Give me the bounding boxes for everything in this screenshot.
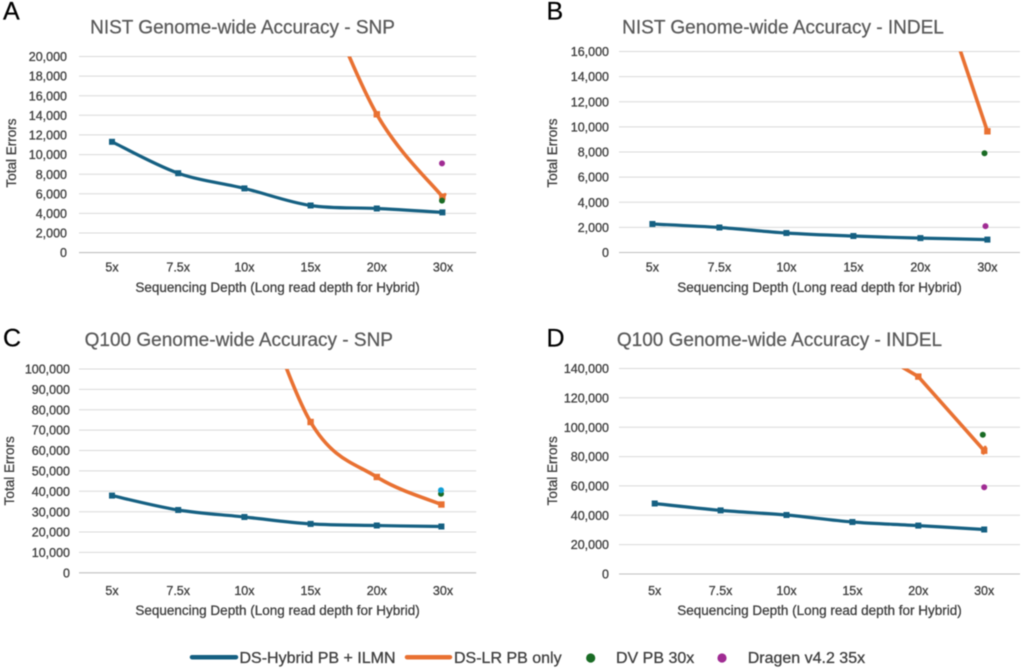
- svg-text:15x: 15x: [843, 261, 864, 275]
- svg-text:Total Errors: Total Errors: [545, 436, 560, 505]
- svg-text:40,000: 40,000: [32, 485, 70, 499]
- svg-text:10x: 10x: [234, 261, 255, 275]
- svg-text:30x: 30x: [977, 261, 998, 275]
- svg-text:4,000: 4,000: [36, 207, 67, 221]
- svg-text:8,000: 8,000: [36, 168, 67, 182]
- svg-text:7.5x: 7.5x: [166, 584, 190, 598]
- svg-text:D: D: [547, 325, 565, 353]
- svg-text:8,000: 8,000: [578, 146, 609, 160]
- svg-text:20x: 20x: [367, 584, 388, 598]
- svg-text:15x: 15x: [301, 261, 322, 275]
- svg-text:100,000: 100,000: [25, 363, 70, 377]
- svg-text:16,000: 16,000: [29, 89, 67, 103]
- svg-text:Sequencing Depth (Long read de: Sequencing Depth (Long read depth for Hy…: [135, 280, 419, 295]
- svg-text:60,000: 60,000: [571, 480, 609, 494]
- svg-text:Q100 Genome-wide Accuracy - IN: Q100 Genome-wide Accuracy - INDEL: [617, 330, 942, 351]
- svg-text:20x: 20x: [908, 584, 929, 598]
- svg-text:10x: 10x: [776, 261, 797, 275]
- svg-text:Total Errors: Total Errors: [4, 118, 19, 187]
- svg-text:10,000: 10,000: [32, 546, 70, 560]
- svg-text:NIST Genome-wide Accuracy - SN: NIST Genome-wide Accuracy - SNP: [90, 18, 395, 39]
- svg-text:0: 0: [63, 566, 70, 580]
- svg-text:NIST Genome-wide Accuracy - IN: NIST Genome-wide Accuracy - INDEL: [622, 18, 944, 39]
- svg-text:30,000: 30,000: [32, 505, 70, 519]
- svg-text:0: 0: [602, 568, 609, 582]
- svg-text:7.5x: 7.5x: [709, 584, 733, 598]
- svg-text:20x: 20x: [910, 261, 931, 275]
- svg-text:Total Errors: Total Errors: [545, 118, 560, 187]
- svg-text:Sequencing Depth (Long read de: Sequencing Depth (Long read depth for Hy…: [677, 280, 961, 295]
- svg-text:18,000: 18,000: [29, 70, 67, 84]
- svg-text:10,000: 10,000: [571, 121, 609, 135]
- svg-text:5x: 5x: [648, 584, 662, 598]
- svg-text:Dragen v4.2 35x: Dragen v4.2 35x: [748, 650, 865, 667]
- svg-text:15x: 15x: [842, 584, 863, 598]
- svg-text:50,000: 50,000: [32, 465, 70, 479]
- svg-text:80,000: 80,000: [32, 403, 70, 417]
- svg-text:10x: 10x: [234, 584, 255, 598]
- svg-text:60,000: 60,000: [32, 444, 70, 458]
- svg-text:DS-LR PB only: DS-LR PB only: [454, 650, 562, 667]
- svg-text:10x: 10x: [776, 584, 797, 598]
- svg-text:15x: 15x: [301, 584, 322, 598]
- svg-text:7.5x: 7.5x: [708, 261, 732, 275]
- svg-text:Sequencing Depth (Long read de: Sequencing Depth (Long read depth for Hy…: [677, 603, 961, 618]
- svg-text:20,000: 20,000: [29, 50, 67, 64]
- svg-text:2,000: 2,000: [36, 227, 67, 241]
- svg-text:10,000: 10,000: [29, 148, 67, 162]
- svg-text:0: 0: [602, 246, 609, 260]
- svg-text:30x: 30x: [433, 584, 454, 598]
- svg-text:Q100 Genome-wide Accuracy - SN: Q100 Genome-wide Accuracy - SNP: [85, 330, 393, 351]
- svg-text:B: B: [547, 0, 564, 26]
- svg-text:100,000: 100,000: [564, 421, 609, 435]
- svg-text:4,000: 4,000: [578, 196, 609, 210]
- svg-text:14,000: 14,000: [29, 109, 67, 123]
- svg-text:20x: 20x: [367, 261, 388, 275]
- svg-text:30x: 30x: [433, 261, 454, 275]
- svg-text:DV PB 30x: DV PB 30x: [616, 650, 694, 667]
- svg-text:12,000: 12,000: [29, 129, 67, 143]
- svg-text:A: A: [3, 0, 20, 26]
- svg-text:12,000: 12,000: [571, 95, 609, 109]
- svg-text:2,000: 2,000: [578, 221, 609, 235]
- svg-text:14,000: 14,000: [571, 70, 609, 84]
- svg-text:Sequencing Depth (Long read de: Sequencing Depth (Long read depth for Hy…: [135, 603, 419, 618]
- svg-text:5x: 5x: [646, 261, 660, 275]
- svg-text:16,000: 16,000: [571, 45, 609, 59]
- svg-text:C: C: [3, 325, 21, 353]
- svg-text:7.5x: 7.5x: [166, 261, 190, 275]
- svg-text:Total Errors: Total Errors: [2, 436, 17, 505]
- svg-text:30x: 30x: [974, 584, 995, 598]
- svg-text:20,000: 20,000: [32, 526, 70, 540]
- svg-text:0: 0: [60, 246, 67, 260]
- svg-text:120,000: 120,000: [564, 391, 609, 405]
- svg-text:5x: 5x: [105, 261, 119, 275]
- svg-text:20,000: 20,000: [571, 538, 609, 552]
- svg-text:6,000: 6,000: [36, 187, 67, 201]
- svg-text:6,000: 6,000: [578, 171, 609, 185]
- svg-text:90,000: 90,000: [32, 383, 70, 397]
- svg-text:5x: 5x: [105, 584, 119, 598]
- svg-text:80,000: 80,000: [571, 450, 609, 464]
- svg-text:DS-Hybrid PB + ILMN: DS-Hybrid PB + ILMN: [240, 650, 396, 667]
- svg-text:40,000: 40,000: [571, 509, 609, 523]
- svg-text:140,000: 140,000: [564, 362, 609, 376]
- svg-text:70,000: 70,000: [32, 424, 70, 438]
